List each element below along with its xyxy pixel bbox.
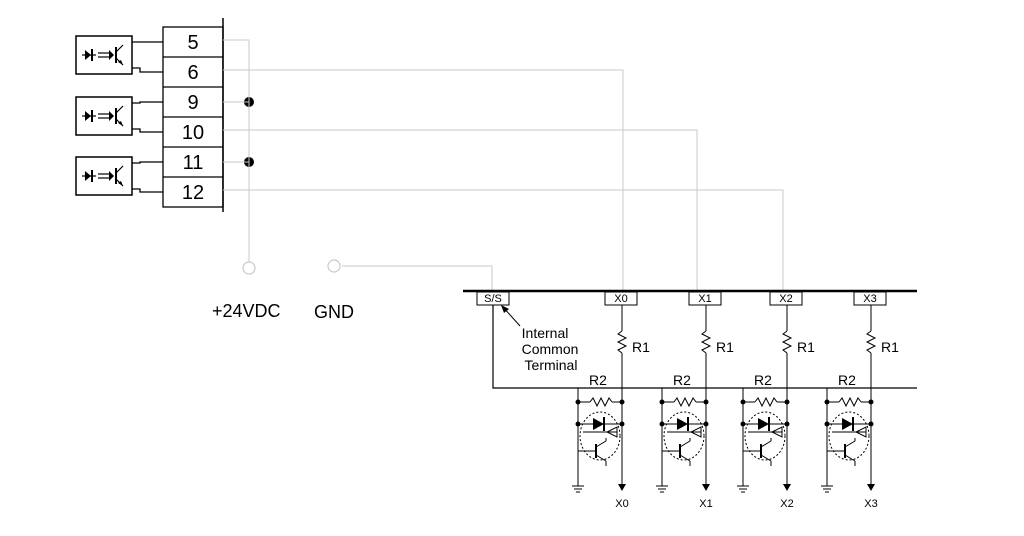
arrowhead-icon bbox=[501, 305, 509, 313]
led-icon bbox=[758, 417, 770, 431]
resistor-r1-icon bbox=[700, 330, 712, 354]
resistor-r2-icon bbox=[589, 396, 613, 408]
input-terminal-label: X1 bbox=[698, 293, 711, 305]
phototransistor-icon bbox=[595, 438, 607, 466]
r1-label: R1 bbox=[716, 339, 734, 355]
resistor-r2-icon bbox=[838, 396, 862, 408]
arrow-down-icon bbox=[618, 484, 626, 491]
optocoupler-outline bbox=[663, 411, 705, 461]
optocoupler-outline bbox=[579, 411, 621, 461]
internal-common-label-line1: Internal bbox=[522, 325, 569, 341]
opto-leads bbox=[132, 41, 163, 193]
internal-common-label-line2: Common bbox=[522, 341, 579, 357]
terminal-5-label: 5 bbox=[187, 32, 198, 54]
input-terminal-box bbox=[604, 291, 638, 306]
input-channel: R1 R2 X0 bbox=[572, 305, 650, 510]
input-terminal-box bbox=[769, 291, 803, 306]
internal-common-label-line3: Terminal bbox=[525, 357, 578, 373]
optocoupler-icon bbox=[75, 156, 133, 196]
resistor-r1-icon bbox=[781, 330, 793, 354]
arrow-down-icon bbox=[702, 484, 710, 491]
ground-icon bbox=[737, 485, 749, 493]
resistor-r2-icon bbox=[673, 396, 697, 408]
supply-24v-label: +24VDC bbox=[212, 301, 281, 321]
arrow-down-icon bbox=[783, 484, 791, 491]
output-label: X3 bbox=[864, 498, 877, 510]
led-icon bbox=[842, 417, 854, 431]
resistor-r2-icon bbox=[754, 396, 778, 408]
terminal-11-label: 11 bbox=[183, 152, 204, 174]
supply-gnd-terminal bbox=[327, 259, 341, 273]
supply-24v-terminal bbox=[242, 261, 256, 275]
phototransistor-icon bbox=[760, 438, 772, 466]
optocoupler-icon bbox=[75, 96, 133, 136]
optocoupler-outline bbox=[828, 411, 870, 461]
terminal-block: 5 6 9 10 11 12 bbox=[162, 18, 224, 212]
input-channel: R1 R2 X1 bbox=[656, 305, 734, 510]
terminal-10-label: 10 bbox=[182, 122, 204, 144]
input-terminal-box bbox=[853, 291, 887, 306]
optocoupler-outline bbox=[744, 411, 786, 461]
ground-icon bbox=[656, 485, 668, 493]
r2-label: R2 bbox=[589, 372, 607, 388]
ground-icon bbox=[821, 485, 833, 493]
resistor-r1-icon bbox=[616, 330, 628, 354]
common-terminal-label: S/S bbox=[484, 293, 502, 305]
resistor-r1-icon bbox=[865, 330, 877, 354]
terminal-9-label: 9 bbox=[187, 92, 198, 114]
arrow-down-icon bbox=[867, 484, 875, 491]
r1-label: R1 bbox=[797, 339, 815, 355]
input-terminal-label: X2 bbox=[779, 293, 792, 305]
phototransistor-icon bbox=[679, 438, 691, 466]
field-wiring bbox=[223, 39, 784, 292]
r1-label: R1 bbox=[881, 339, 899, 355]
r1-label: R1 bbox=[632, 339, 650, 355]
r2-label: R2 bbox=[754, 372, 772, 388]
input-terminal-box bbox=[688, 291, 722, 306]
led-icon bbox=[677, 417, 689, 431]
terminal-12-label: 12 bbox=[182, 182, 204, 204]
input-terminal-label: X3 bbox=[863, 293, 876, 305]
internal-common-line bbox=[492, 305, 917, 389]
output-label: X0 bbox=[615, 498, 628, 510]
r2-label: R2 bbox=[838, 372, 856, 388]
ground-icon bbox=[572, 485, 584, 493]
input-terminal-label: X0 bbox=[614, 293, 627, 305]
input-channel: R1 R2 X3 bbox=[821, 305, 899, 510]
input-channel: R1 R2 X2 bbox=[737, 305, 815, 510]
output-label: X2 bbox=[780, 498, 793, 510]
terminal-6-label: 6 bbox=[187, 62, 198, 84]
supply-gnd-label: GND bbox=[314, 302, 354, 322]
optocoupler-icon bbox=[75, 35, 133, 75]
r2-label: R2 bbox=[673, 372, 691, 388]
output-label: X1 bbox=[699, 498, 712, 510]
phototransistor-icon bbox=[844, 438, 856, 466]
led-icon bbox=[593, 417, 605, 431]
